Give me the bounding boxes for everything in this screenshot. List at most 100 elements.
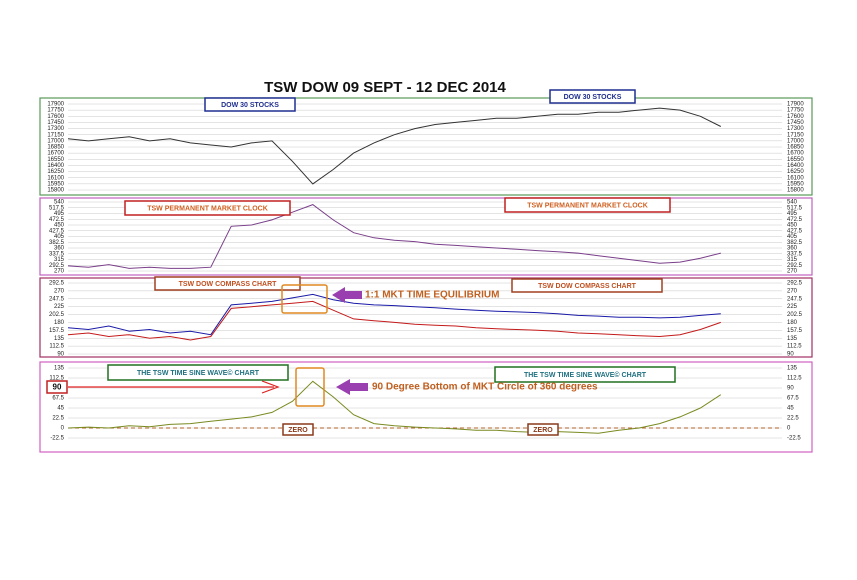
y-tick-label-right: 135 bbox=[787, 366, 798, 372]
y-tick-label: 450 bbox=[54, 223, 65, 229]
y-tick-label-right: 112.5 bbox=[787, 344, 802, 350]
y-tick-label: 112.5 bbox=[49, 376, 64, 382]
label-box bbox=[494, 366, 676, 383]
series-line bbox=[67, 300, 721, 341]
series-line bbox=[67, 293, 721, 336]
label-text: THE TSW TIME SINE WAVE© CHART bbox=[137, 369, 260, 377]
label-text: THE TSW TIME SINE WAVE© CHART bbox=[524, 371, 647, 379]
y-tick-label-right: 157.5 bbox=[787, 328, 803, 334]
highlight-box bbox=[295, 367, 325, 407]
y-tick-label-right: 202.5 bbox=[787, 312, 803, 318]
y-tick-label-right: 17750 bbox=[787, 108, 804, 114]
y-tick-label-right: 16850 bbox=[787, 145, 804, 151]
y-tick-label: -22.5 bbox=[50, 436, 64, 442]
y-tick-label-right: 540 bbox=[787, 200, 798, 206]
y-tick-label: 17300 bbox=[47, 126, 64, 132]
y-tick-label: 0 bbox=[61, 426, 65, 432]
y-tick-label: 135 bbox=[54, 336, 65, 342]
y-tick-label-right: 45 bbox=[787, 406, 794, 412]
y-tick-label: 270 bbox=[54, 269, 65, 275]
y-tick-label: 405 bbox=[54, 234, 65, 240]
y-tick-label-right: 17900 bbox=[787, 102, 804, 108]
y-tick-label-right: 360 bbox=[787, 246, 798, 252]
arrow bbox=[336, 379, 368, 395]
y-tick-label-right: 427.5 bbox=[787, 228, 803, 234]
y-tick-label: 382.5 bbox=[49, 240, 65, 246]
y-tick-label-right: 16700 bbox=[787, 151, 804, 157]
y-tick-label: 225 bbox=[54, 304, 65, 310]
y-tick-label-right: 17000 bbox=[787, 138, 804, 144]
y-tick-label: 495 bbox=[54, 211, 65, 217]
y-tick-label-right: 135 bbox=[787, 336, 798, 342]
label-box bbox=[527, 423, 559, 436]
y-tick-label: 247.5 bbox=[49, 296, 65, 302]
panel-border bbox=[39, 277, 813, 358]
y-tick-label-right: 270 bbox=[787, 269, 798, 275]
y-tick-label: 270 bbox=[54, 288, 65, 294]
label-text: DOW 30 STOCKS bbox=[564, 94, 622, 101]
y-tick-label: 17750 bbox=[47, 108, 64, 114]
y-tick-label-right: 382.5 bbox=[787, 240, 803, 246]
panel-border bbox=[39, 197, 813, 276]
y-tick-label-right: 315 bbox=[787, 257, 798, 263]
annotation-text: 1:1 MKT TIME EQUILIBRIUM bbox=[365, 290, 499, 301]
series-line bbox=[67, 380, 722, 434]
y-tick-label: 292.5 bbox=[49, 263, 65, 269]
y-tick-label: 16850 bbox=[47, 145, 64, 151]
y-tick-label-right: 450 bbox=[787, 223, 798, 229]
y-tick-label: 15950 bbox=[47, 181, 64, 187]
highlight-box bbox=[281, 284, 328, 314]
y-tick-label-right: 16550 bbox=[787, 157, 804, 163]
label-text: DOW 30 STOCKS bbox=[221, 102, 279, 109]
y-tick-label-right: 16250 bbox=[787, 169, 804, 175]
y-tick-label-right: 67.5 bbox=[787, 396, 799, 402]
y-tick-label-right: 405 bbox=[787, 234, 798, 240]
y-tick-label: 337.5 bbox=[49, 251, 65, 257]
y-tick-label: 135 bbox=[54, 366, 65, 372]
y-tick-label: 112.5 bbox=[49, 344, 64, 350]
series-line bbox=[67, 204, 721, 269]
y-tick-label: 45 bbox=[57, 406, 64, 412]
arrow-head bbox=[261, 380, 280, 394]
y-tick-label-right: 16400 bbox=[787, 163, 804, 169]
y-tick-label-right: 15950 bbox=[787, 181, 804, 187]
label-text: ZERO bbox=[533, 427, 553, 434]
y-tick-label: 16550 bbox=[47, 157, 64, 163]
y-tick-label-right: 0 bbox=[787, 426, 791, 432]
y-tick-label-right: 225 bbox=[787, 304, 798, 310]
y-tick-label-right: 15800 bbox=[787, 188, 804, 194]
label-box bbox=[549, 89, 636, 104]
y-tick-label: 315 bbox=[54, 257, 65, 263]
y-tick-label: 540 bbox=[54, 200, 65, 206]
y-tick-label-right: 90 bbox=[787, 352, 794, 358]
y-tick-label-right: 472.5 bbox=[787, 217, 803, 223]
label-box bbox=[124, 200, 291, 216]
title: TSW DOW 09 SEPT - 12 DEC 2014 bbox=[264, 79, 506, 96]
y-tick-label-right: 270 bbox=[787, 288, 798, 294]
y-tick-label: 90 bbox=[57, 352, 64, 358]
y-tick-label: 427.5 bbox=[49, 228, 65, 234]
y-tick-label: 517.5 bbox=[49, 205, 65, 211]
y-tick-label-right: 22.5 bbox=[787, 416, 799, 422]
y-tick-label-right: 337.5 bbox=[787, 251, 803, 257]
y-tick-label: 17150 bbox=[47, 132, 64, 138]
y-tick-label-right: 292.5 bbox=[787, 281, 803, 287]
y-tick-label: 22.5 bbox=[52, 416, 64, 422]
y-tick-label: 17000 bbox=[47, 138, 64, 144]
y-tick-label-right: 17300 bbox=[787, 126, 804, 132]
y-tick-label: 360 bbox=[54, 246, 65, 252]
y-tick-label: 16400 bbox=[47, 163, 64, 169]
y-tick-label-right: 517.5 bbox=[787, 205, 803, 211]
y-tick-label-right: 17450 bbox=[787, 120, 804, 126]
y-tick-label: 292.5 bbox=[49, 281, 65, 287]
y-tick-label-right: 495 bbox=[787, 211, 798, 217]
label-box bbox=[511, 278, 663, 293]
label-text: ZERO bbox=[288, 427, 308, 434]
y-tick-label: 157.5 bbox=[49, 328, 65, 334]
y-tick-label: 15800 bbox=[47, 188, 64, 194]
label-box bbox=[282, 423, 314, 436]
y-tick-label: 17600 bbox=[47, 114, 64, 120]
y-tick-label-right: 292.5 bbox=[787, 263, 803, 269]
y-tick-label-right: -22.5 bbox=[787, 436, 801, 442]
